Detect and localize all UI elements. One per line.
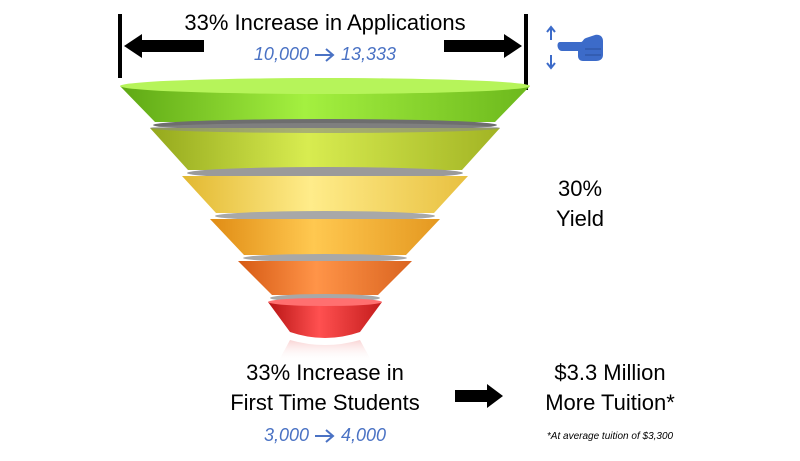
- yield-percent: 30%: [557, 176, 603, 201]
- left-arrow-icon: [124, 34, 204, 58]
- right-arrow-icon: [444, 34, 522, 58]
- students-from: 3,000: [263, 425, 309, 445]
- funnel-level-3: [182, 176, 468, 221]
- left-bound-bar: [118, 14, 122, 78]
- applications-range: 10,000 13,333: [220, 44, 430, 65]
- tuition-footnote: *At average tuition of $3,300: [546, 431, 674, 442]
- applications-from: 10,000: [253, 44, 309, 64]
- students-heading: 33% Increase in First Time Students: [200, 358, 450, 418]
- tuition-line-1: $3.3 Million: [554, 360, 666, 385]
- conversion-funnel: [120, 78, 530, 362]
- arrow-right-small-icon: [315, 429, 335, 444]
- funnel-reflection: [278, 340, 372, 362]
- students-line-2: First Time Students: [230, 390, 420, 415]
- right-bound-bar: [524, 14, 528, 90]
- students-range: 3,000 4,000: [220, 425, 430, 446]
- funnel-level-2: [150, 123, 500, 179]
- applications-heading: 33% Increase in Applications: [184, 10, 466, 35]
- arrow-right-small-icon: [315, 48, 335, 63]
- funnel-level-5: [238, 261, 412, 302]
- students-to: 4,000: [341, 425, 387, 445]
- right-arrow-icon: [455, 384, 503, 408]
- hand-pointer-icon: [546, 25, 603, 70]
- applications-to: 13,333: [341, 44, 397, 64]
- students-line-1: 33% Increase in: [246, 360, 404, 385]
- yield-label: 30% Yield: [540, 174, 620, 234]
- funnel-level-6: [268, 298, 382, 338]
- tuition-result: $3.3 Million More Tuition*: [520, 358, 700, 418]
- tuition-line-2: More Tuition*: [545, 390, 675, 415]
- funnel-level-4: [210, 219, 440, 262]
- yield-word: Yield: [555, 206, 605, 231]
